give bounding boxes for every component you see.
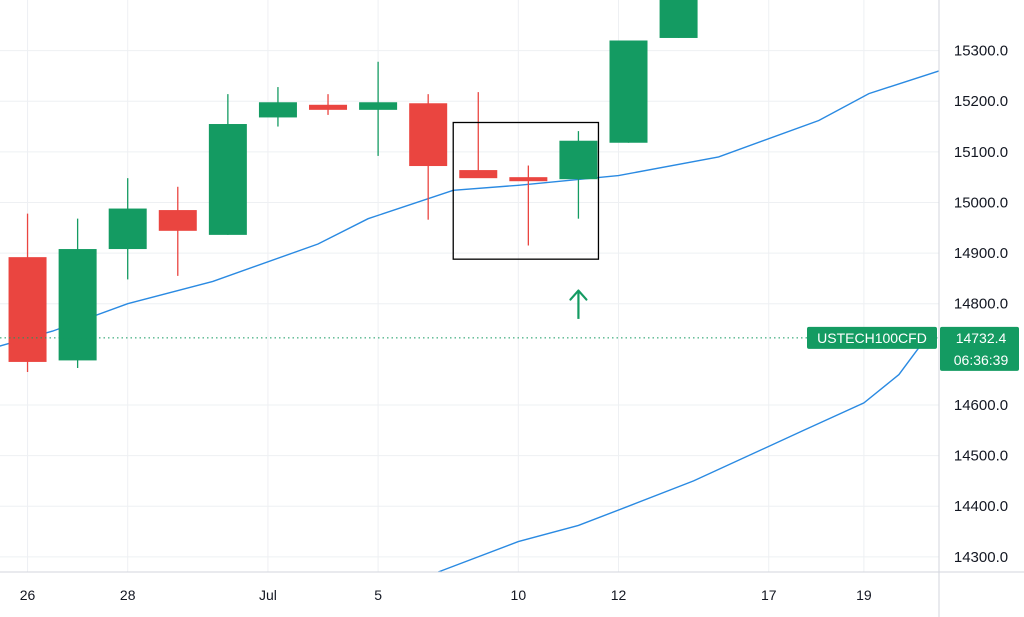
candle-body-down: [409, 103, 448, 167]
candle: [409, 94, 448, 220]
symbol-tag: [807, 326, 937, 349]
candle-body-up: [208, 124, 247, 235]
y-tick-label: 14800.0: [954, 296, 1008, 313]
candle: [8, 213, 47, 373]
y-tick-label: 15200.0: [954, 93, 1008, 110]
moving-average-layer: [0, 70, 940, 573]
candle: [208, 94, 247, 235]
up-arrow-icon: [569, 289, 588, 319]
candle-body-down: [8, 257, 47, 362]
up-arrow-head: [569, 289, 588, 301]
candle: [158, 186, 197, 276]
candle-body-down: [509, 177, 548, 182]
moving-average-slow-line: [437, 333, 930, 573]
y-tick-label: 14900.0: [954, 245, 1008, 262]
candle-body-up: [659, 0, 698, 38]
x-tick-label: Jul: [259, 587, 277, 603]
candle-body-up: [559, 140, 598, 180]
candle-body-up: [359, 102, 398, 110]
highlight-box: [452, 121, 600, 260]
candle: [58, 218, 97, 369]
x-tick-label: 17: [761, 587, 777, 603]
bar-countdown-label: 06:36:39: [954, 352, 1009, 368]
y-tick-label: 15300.0: [954, 43, 1008, 60]
candle: [609, 40, 648, 143]
candle: [108, 178, 147, 280]
candle: [258, 87, 297, 127]
x-tick-label: 26: [20, 587, 36, 603]
x-tick-label: 5: [374, 587, 382, 603]
candle: [659, 0, 698, 38]
last-price-tag: [940, 326, 1019, 371]
last-price-label: 14732.4: [956, 330, 1007, 346]
candle-body-up: [258, 102, 297, 118]
candle-body-up: [58, 249, 97, 361]
x-tick-label: 19: [856, 587, 872, 603]
y-tick-label: 14300.0: [954, 549, 1008, 566]
candle: [509, 165, 548, 246]
candle: [559, 131, 598, 219]
x-tick-label: 28: [120, 587, 136, 603]
grid-layer: [0, 0, 939, 572]
candle: [359, 61, 398, 156]
y-tick-label: 15100.0: [954, 144, 1008, 161]
x-tick-label: 10: [511, 587, 527, 603]
y-tick-label: 14400.0: [954, 498, 1008, 515]
candle: [309, 94, 348, 115]
candle-body-up: [609, 40, 648, 143]
candle-body-up: [108, 208, 147, 250]
candle-body-down: [459, 170, 498, 179]
symbol-tag-label: USTECH100CFD: [817, 330, 927, 346]
annotations-layer: USTECH100CFD: [0, 121, 939, 349]
y-tick-label: 14500.0: [954, 448, 1008, 465]
candle: [459, 92, 498, 179]
x-tick-label: 12: [611, 587, 627, 603]
candles-layer: [8, 0, 698, 373]
y-tick-label: 14600.0: [954, 397, 1008, 414]
y-tick-label: 15000.0: [954, 194, 1008, 211]
candle-body-down: [158, 210, 197, 231]
candle-body-down: [309, 104, 348, 110]
